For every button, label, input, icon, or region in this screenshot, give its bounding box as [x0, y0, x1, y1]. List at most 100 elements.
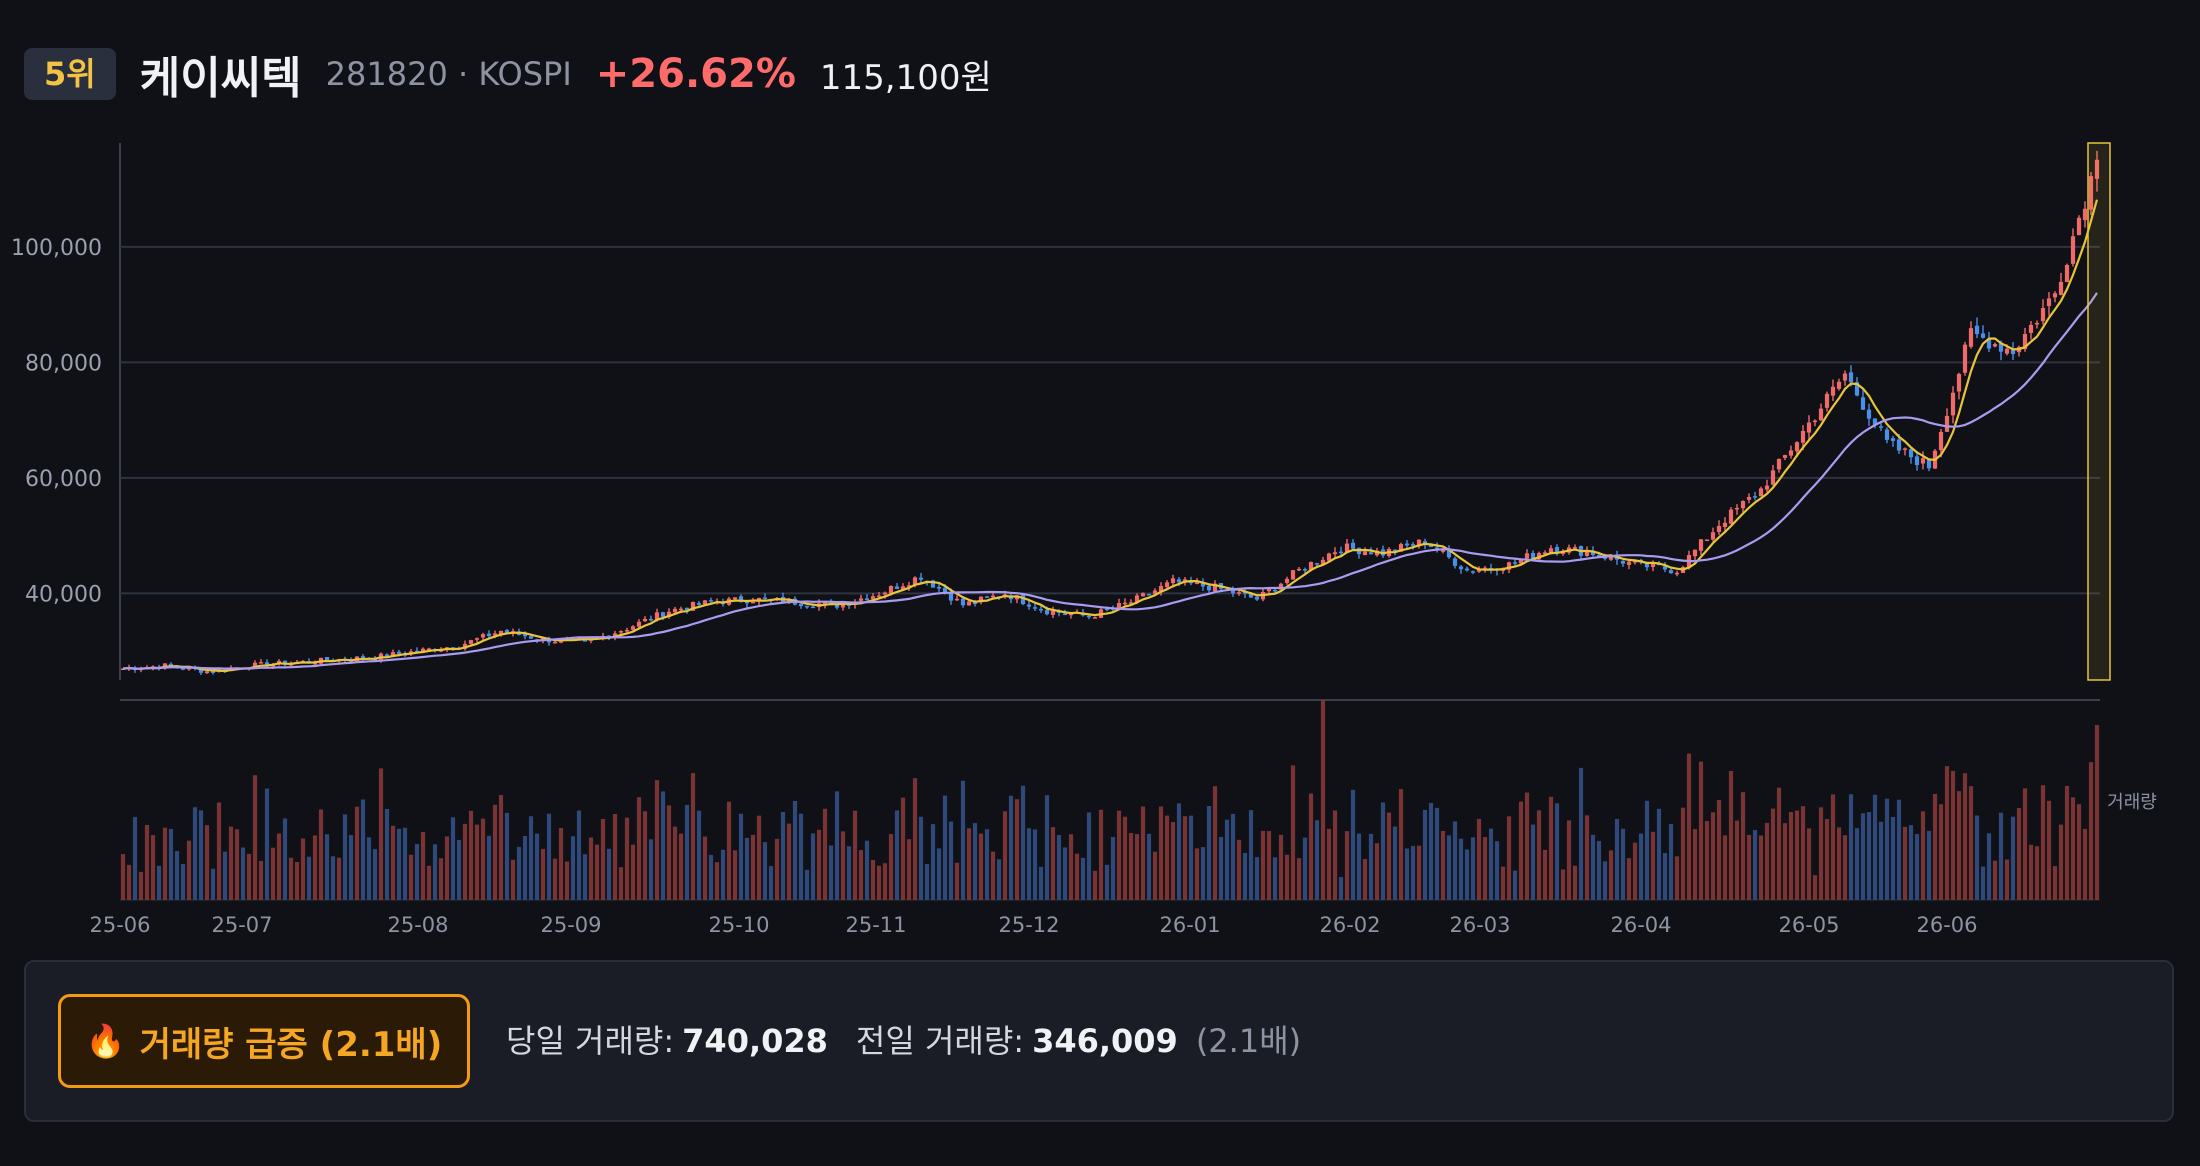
volume-bar [1230, 813, 1236, 900]
candle-body [2022, 333, 2028, 350]
volume-bar [1290, 765, 1296, 900]
volume-bar [1932, 793, 1938, 900]
volume-bar [288, 857, 294, 900]
candle-body [120, 668, 126, 671]
candle-body [258, 662, 264, 664]
candle-body [1830, 386, 1836, 396]
candle-body [360, 656, 366, 659]
volume-bar [1410, 845, 1416, 900]
candle-body [948, 592, 954, 601]
candle-body [1044, 609, 1050, 615]
volume-bar [852, 810, 858, 900]
volume-bar [1626, 858, 1632, 900]
volume-bar [672, 826, 678, 900]
volume-bar [1302, 837, 1308, 900]
volume-bar [726, 801, 732, 900]
candle-body [1458, 566, 1464, 570]
candle-body [2076, 217, 2082, 236]
candle-body [906, 585, 912, 587]
candle-body [708, 600, 714, 602]
candle-body [1176, 579, 1182, 583]
volume-bar [1248, 810, 1254, 900]
today-volume-label: 당일 거래량: [506, 1022, 675, 1060]
volume-bar [528, 816, 534, 900]
volume-bar [546, 813, 552, 900]
volume-bar [1050, 827, 1056, 900]
volume-bar [1194, 848, 1200, 900]
volume-bar [120, 854, 126, 900]
current-price: 115,100원 [819, 57, 992, 98]
volume-bar [1752, 829, 1758, 900]
volume-bar [1890, 816, 1896, 900]
volume-bar [804, 869, 810, 900]
volume-bar [1836, 827, 1842, 900]
volume-bar [906, 839, 912, 900]
volume-bar [2010, 816, 2016, 900]
volume-bar [150, 835, 156, 900]
candle-body [822, 601, 828, 605]
candle-body [798, 603, 804, 607]
volume-bar [1710, 812, 1716, 900]
volume-bar [1704, 821, 1710, 900]
volume-bar [1380, 802, 1386, 900]
candle-body [1446, 550, 1452, 558]
volume-bar [900, 797, 906, 900]
volume-info: 당일 거래량: 740,028 전일 거래량: 346,009 (2.1배) [506, 1016, 1301, 1062]
candle-body [1644, 562, 1650, 568]
volume-bar [1992, 860, 1998, 900]
x-tick-label: 25-11 [845, 913, 906, 937]
volume-bar [720, 849, 726, 900]
volume-bar [2076, 804, 2082, 900]
ma-long-line [122, 292, 2098, 670]
volume-bar [306, 856, 312, 900]
y-tick-label: 60,000 [25, 467, 102, 492]
volume-bar [210, 868, 216, 900]
candle-body [1848, 372, 1854, 383]
volume-bar [1152, 851, 1158, 900]
volume-bar [978, 833, 984, 900]
candle-body [1506, 562, 1512, 570]
volume-bar [480, 818, 486, 900]
candle-body [396, 651, 402, 654]
volume-bar [606, 848, 612, 900]
candle-body [1878, 426, 1884, 428]
candle-body [1992, 344, 1998, 347]
candle-body [1158, 585, 1164, 592]
volume-bar [1242, 852, 1248, 900]
volume-bar [1968, 786, 1974, 900]
candle-body [630, 626, 636, 630]
volume-bar [1434, 807, 1440, 900]
candle-body [810, 606, 816, 609]
candle-body [474, 638, 480, 640]
candle-body [732, 597, 738, 600]
candle-body [528, 636, 534, 639]
volume-bar [744, 837, 750, 900]
volume-bar [438, 858, 444, 900]
volume-bar [864, 840, 870, 900]
volume-bar [816, 829, 822, 900]
candle-body [1476, 569, 1482, 572]
volume-bar [2088, 762, 2094, 900]
candle-body [1620, 560, 1626, 564]
candle-body [1650, 562, 1656, 567]
volume-bar [1590, 834, 1596, 900]
volume-bar [936, 848, 942, 900]
volume-bar [516, 846, 522, 900]
candle-body [480, 634, 486, 638]
volume-bar [1872, 794, 1878, 900]
volume-bar [756, 815, 762, 900]
candle-body [1866, 409, 1872, 419]
candle-body [504, 630, 510, 633]
candle-body [1170, 578, 1176, 584]
candle-body [252, 662, 258, 668]
candle-body [1836, 381, 1842, 389]
volume-bar [1884, 798, 1890, 900]
candle-body [1722, 522, 1728, 527]
volume-bar [1758, 835, 1764, 900]
candle-body [1278, 583, 1284, 590]
volume-bar [1182, 816, 1188, 900]
candle-body [1746, 496, 1752, 500]
candle-body [1998, 342, 2004, 352]
candle-body [1290, 570, 1296, 580]
volume-bar [1452, 821, 1458, 900]
